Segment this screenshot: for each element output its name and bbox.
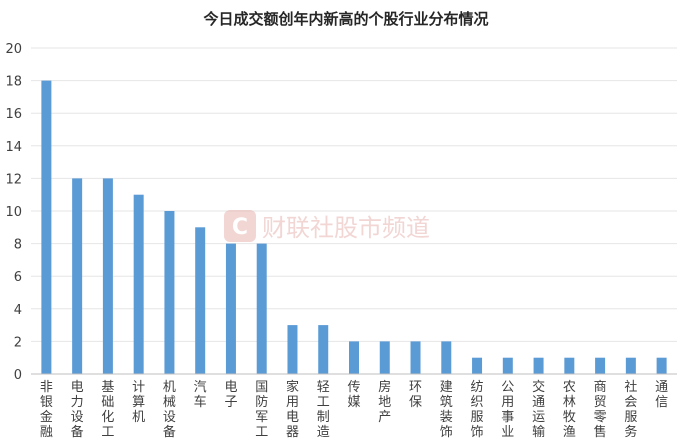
- bar: [379, 341, 390, 374]
- x-tick-label: 社会服务: [624, 379, 637, 440]
- bar: [595, 357, 606, 374]
- watermark-logo-glyph: C: [232, 215, 248, 240]
- x-tick-label: 家用电器: [286, 379, 299, 440]
- y-tick-label: 2: [14, 335, 22, 350]
- bar: [256, 243, 267, 374]
- x-tick-label: 汽车: [194, 380, 207, 410]
- bar: [656, 357, 667, 374]
- bar: [472, 357, 483, 374]
- bar: [502, 357, 513, 374]
- x-tick-label: 商贸零售: [594, 380, 607, 440]
- bar: [349, 341, 359, 374]
- bar: [533, 357, 544, 374]
- x-tick-label: 建筑装饰: [440, 380, 453, 440]
- chart-title: 今日成交额创年内新高的个股行业分布情况: [202, 10, 488, 28]
- x-tick-label: 通信: [655, 380, 668, 410]
- bar: [102, 178, 113, 374]
- watermark-text: 财联社股市频道: [262, 214, 430, 242]
- bar: [164, 211, 175, 374]
- y-tick-label: 10: [5, 205, 22, 220]
- x-tick-label: 环保: [409, 380, 422, 410]
- y-axis-ticks: 0 2 4 6 8 10 12 14 16 18 20: [5, 42, 22, 383]
- y-tick-label: 6: [14, 270, 22, 285]
- bar: [287, 325, 298, 374]
- y-tick-label: 14: [5, 140, 22, 155]
- x-tick-label: 轻工制造: [317, 380, 330, 440]
- x-tick-label: 纺织服饰: [471, 380, 484, 440]
- x-tick-label: 房地产: [378, 379, 391, 425]
- y-tick-label: 0: [14, 368, 22, 383]
- bar: [133, 194, 144, 374]
- bar: [564, 357, 575, 374]
- x-tick-label: 农林牧渔: [563, 380, 576, 440]
- bar: [72, 178, 83, 374]
- x-tick-label: 国防军工: [255, 380, 268, 440]
- x-tick-label: 计算机: [132, 380, 145, 425]
- gridlines: [31, 47, 677, 342]
- bar: [41, 80, 52, 374]
- x-tick-label: 非银金融: [40, 380, 53, 440]
- y-tick-label: 18: [5, 75, 22, 90]
- y-tick-label: 20: [5, 42, 22, 57]
- y-tick-label: 16: [5, 107, 22, 122]
- bar: [195, 227, 206, 374]
- x-tick-label: 公用事业: [501, 380, 514, 440]
- x-tick-label: 交通运输: [532, 379, 545, 440]
- bars: [41, 80, 667, 374]
- x-tick-label: 电子: [224, 380, 237, 410]
- bar: [225, 243, 236, 374]
- x-tick-label: 基础化工: [101, 380, 114, 440]
- watermark: C 财联社股市频道: [224, 210, 430, 242]
- x-tick-label: 电力设备: [71, 380, 84, 440]
- bar: [441, 341, 452, 374]
- bar: [625, 357, 636, 374]
- y-tick-label: 12: [5, 172, 22, 187]
- y-tick-label: 4: [14, 303, 22, 318]
- bar: [410, 341, 421, 374]
- x-tick-label: 机械设备: [163, 380, 176, 440]
- x-tick-label: 传媒: [347, 380, 360, 410]
- y-tick-label: 8: [14, 238, 22, 253]
- bar: [318, 325, 329, 374]
- watermark-logo-icon: [224, 210, 256, 242]
